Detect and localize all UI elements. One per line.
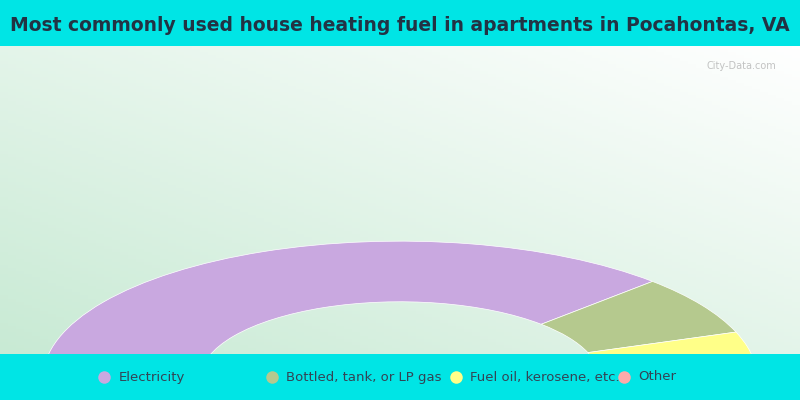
Text: Electricity: Electricity [118, 370, 185, 384]
Text: Bottled, tank, or LP gas: Bottled, tank, or LP gas [286, 370, 442, 384]
Text: Other: Other [638, 370, 677, 384]
Wedge shape [598, 362, 757, 379]
Text: Most commonly used house heating fuel in apartments in Pocahontas, VA: Most commonly used house heating fuel in… [10, 16, 790, 35]
Wedge shape [588, 332, 754, 369]
Text: Fuel oil, kerosene, etc.: Fuel oil, kerosene, etc. [470, 370, 620, 384]
Wedge shape [43, 241, 653, 379]
Wedge shape [541, 282, 736, 352]
Text: City-Data.com: City-Data.com [706, 62, 776, 72]
